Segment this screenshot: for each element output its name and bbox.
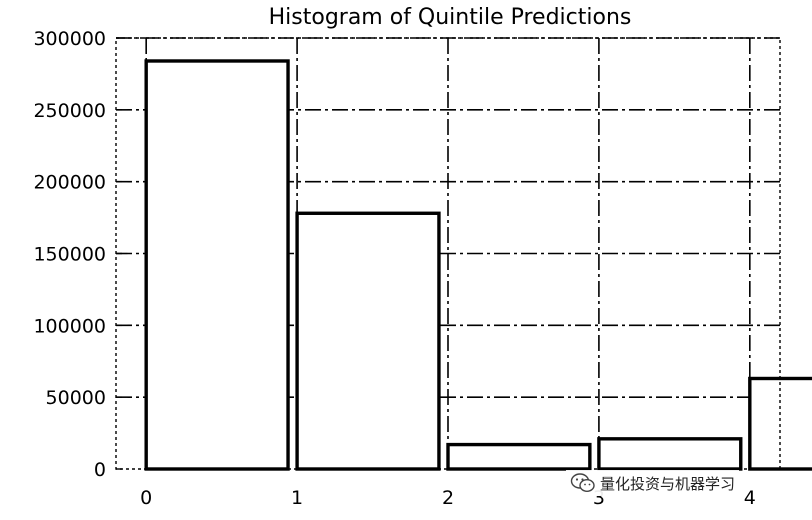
bars bbox=[144, 59, 812, 471]
bar-4 bbox=[748, 376, 812, 471]
x-tick-label-1: 1 bbox=[291, 487, 303, 509]
watermark: 量化投资与机器学习 bbox=[566, 470, 740, 496]
x-tick-label-4: 4 bbox=[744, 487, 756, 509]
wechat-icon bbox=[570, 473, 595, 493]
chart-title: Histogram of Quintile Predictions bbox=[269, 5, 632, 30]
y-tick-label-3: 150000 bbox=[33, 244, 106, 266]
bar-3 bbox=[597, 437, 743, 471]
bar-1 bbox=[295, 211, 441, 471]
y-tick-label-6: 300000 bbox=[33, 28, 106, 50]
bar-2 bbox=[446, 442, 592, 471]
x-tick-label-0: 0 bbox=[140, 487, 152, 509]
watermark-text: 量化投资与机器学习 bbox=[600, 474, 736, 493]
y-tick-label-2: 100000 bbox=[33, 315, 106, 337]
bar-0 bbox=[144, 59, 290, 471]
y-tick-label-4: 200000 bbox=[33, 172, 106, 194]
y-tick-label-1: 50000 bbox=[46, 387, 106, 409]
x-tick-label-2: 2 bbox=[442, 487, 454, 509]
y-tick-label-0: 0 bbox=[94, 459, 106, 481]
y-tick-label-5: 250000 bbox=[33, 100, 106, 122]
